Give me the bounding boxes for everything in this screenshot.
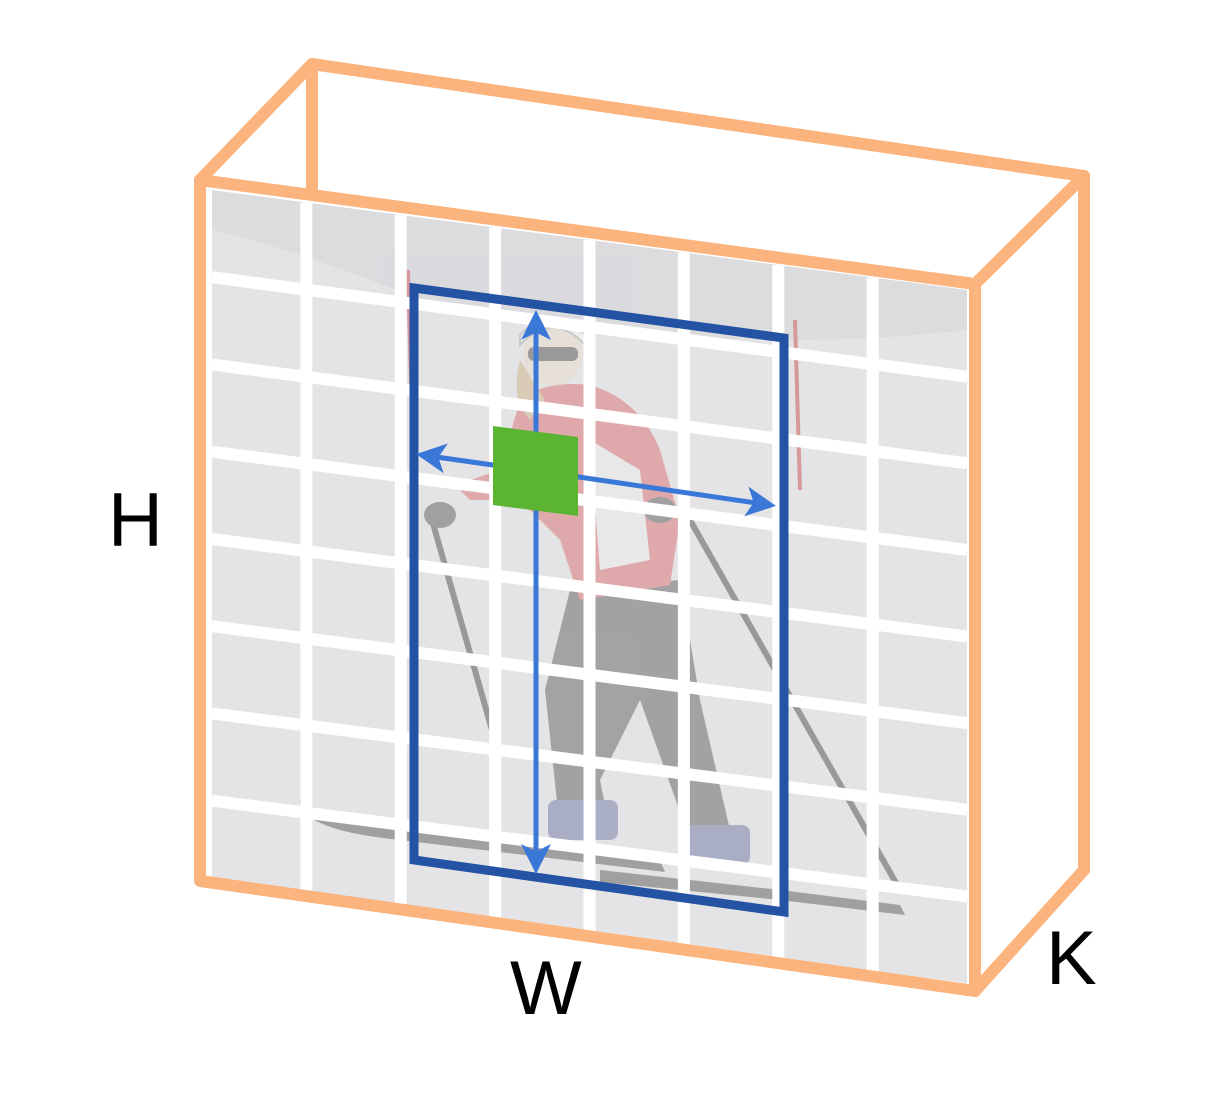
box-edge-top-left-depth xyxy=(194,58,318,186)
box-edge-top-right-depth xyxy=(969,170,1090,290)
width-label: W xyxy=(510,946,582,1031)
height-label: H xyxy=(108,478,163,563)
depth-label: K xyxy=(1046,916,1097,1001)
arrow-left xyxy=(416,443,501,474)
arrow-right xyxy=(571,473,776,517)
regression-arrows xyxy=(416,310,776,874)
box-edge-top-back xyxy=(306,58,1090,182)
center-cell xyxy=(493,426,578,516)
box-front-edges xyxy=(194,58,1090,997)
box-back-edges xyxy=(306,58,1090,190)
box-edge-bottom-right-depth xyxy=(969,864,1090,997)
bounding-box xyxy=(409,282,789,918)
grid-lines xyxy=(212,202,967,972)
